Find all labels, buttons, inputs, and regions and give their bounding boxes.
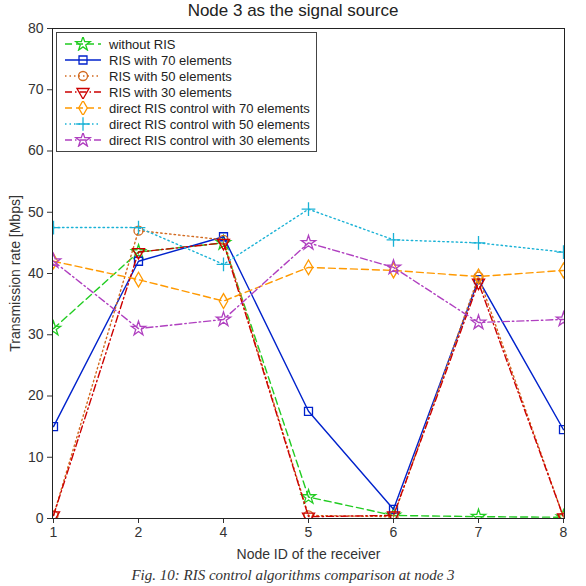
svg-text:60: 60 <box>28 142 44 158</box>
html-text:RIS with 30 elements: RIS with 30 elements <box>109 84 232 100</box>
svg-text:70: 70 <box>28 81 44 97</box>
svg-text:1: 1 <box>50 524 58 540</box>
svg-text:7: 7 <box>475 524 483 540</box>
html-text:Node 3 as the signal source: Node 3 as the signal source <box>187 1 399 20</box>
html-text:RIS with 70 elements: RIS with 70 elements <box>109 52 232 68</box>
svg-text:2: 2 <box>135 524 143 540</box>
svg-text:50: 50 <box>28 204 44 220</box>
html-text:direct RIS control with 50 ele: direct RIS control with 50 elements <box>109 116 310 132</box>
svg-text:40: 40 <box>28 265 44 281</box>
html-text:direct RIS control with 30 ele: direct RIS control with 30 elements <box>109 132 310 148</box>
html-text:direct RIS control with 70 ele: direct RIS control with 70 elements <box>109 100 310 116</box>
svg-text:0: 0 <box>36 510 44 526</box>
html-text:Fig. 10: RIS control algorithm: Fig. 10: RIS control algorithms comparis… <box>131 567 455 583</box>
svg-text:10: 10 <box>28 449 44 465</box>
svg-text:Node ID of the receiver: Node ID of the receiver <box>237 546 381 562</box>
svg-text:80: 80 <box>28 22 44 36</box>
svg-text:20: 20 <box>28 387 44 403</box>
svg-text:4: 4 <box>220 524 228 540</box>
svg-text:6: 6 <box>390 524 398 540</box>
html-text:without RIS: without RIS <box>109 36 176 52</box>
svg-text:8: 8 <box>560 524 568 540</box>
svg-text:30: 30 <box>28 326 44 342</box>
svg-text:5: 5 <box>305 524 313 540</box>
html-text:RIS with 50 elements: RIS with 50 elements <box>109 68 232 84</box>
svg-text:Transmission rate [Mbps]: Transmission rate [Mbps] <box>7 195 23 352</box>
